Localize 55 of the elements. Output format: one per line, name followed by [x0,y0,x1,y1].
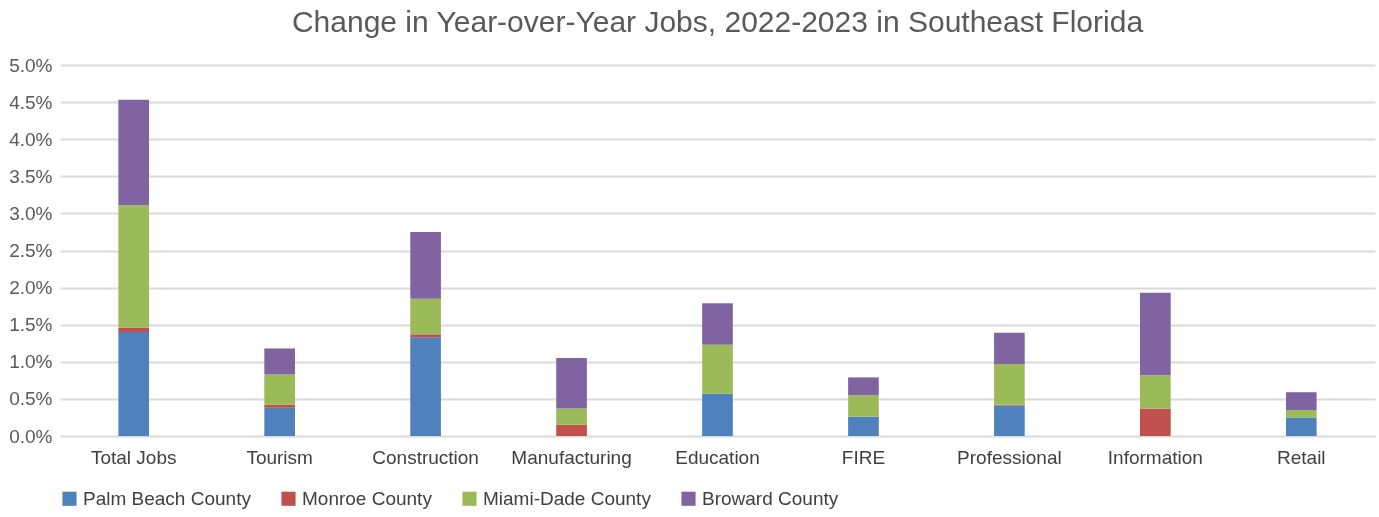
bar [410,231,441,299]
bar [1140,408,1171,436]
chart-title: Change in Year-over-Year Jobs, 2022-2023 in Southeast Florida [291,5,1144,38]
x-tick-label: Information [1107,446,1203,468]
y-tick-label: 2.5% [9,240,53,261]
y-tick-label: 5.0% [9,54,53,76]
y-tick-label: 1.0% [9,351,53,373]
y-tick-label: 4.5% [9,91,53,113]
bar [410,337,441,436]
x-tick-label: Education [675,446,760,468]
bar [410,334,441,338]
bar [556,358,587,409]
y-tick-label: 3.0% [9,202,53,224]
x-tick-label: FIRE [841,446,886,468]
y-tick-label: 0.5% [9,388,53,410]
legend-label: Palm Beach County [83,487,252,509]
x-tick-label: Construction [372,446,479,468]
x-tick-label: Manufacturing [511,446,632,468]
bar [118,332,150,436]
bar [264,407,295,436]
bar [264,374,295,405]
x-tick-label: Total Jobs [90,446,177,468]
bar [848,377,879,396]
x-tick-label: Tourism [246,446,313,468]
bar [264,404,295,408]
bar [1140,375,1171,409]
bar [1285,410,1317,418]
bar [556,408,587,425]
bar [1285,392,1317,411]
y-tick-label: 4.0% [9,128,53,150]
bar [118,205,150,328]
bar [1285,417,1317,436]
bar [702,393,733,436]
bar [994,364,1025,405]
bar [994,332,1025,365]
y-tick-label: 2.0% [9,277,53,299]
bar [118,327,150,333]
bar [410,298,441,335]
legend-label: Monroe County [302,487,433,509]
bar [702,303,733,345]
bar [118,99,150,206]
bar [556,424,587,436]
y-tick-label: 1.5% [9,314,53,336]
bar [848,416,879,436]
bar [848,395,879,417]
bar [702,344,733,394]
legend-label: Miami-Dade County [483,487,652,509]
x-tick-label: Retail [1277,446,1326,468]
legend-label: Broward County [702,487,839,509]
bar [264,348,295,375]
bar [1140,292,1171,376]
x-tick-label: Professional [957,446,1062,468]
bar [994,405,1025,436]
y-tick-label: 0.0% [9,425,53,447]
y-tick-label: 3.5% [9,165,53,187]
